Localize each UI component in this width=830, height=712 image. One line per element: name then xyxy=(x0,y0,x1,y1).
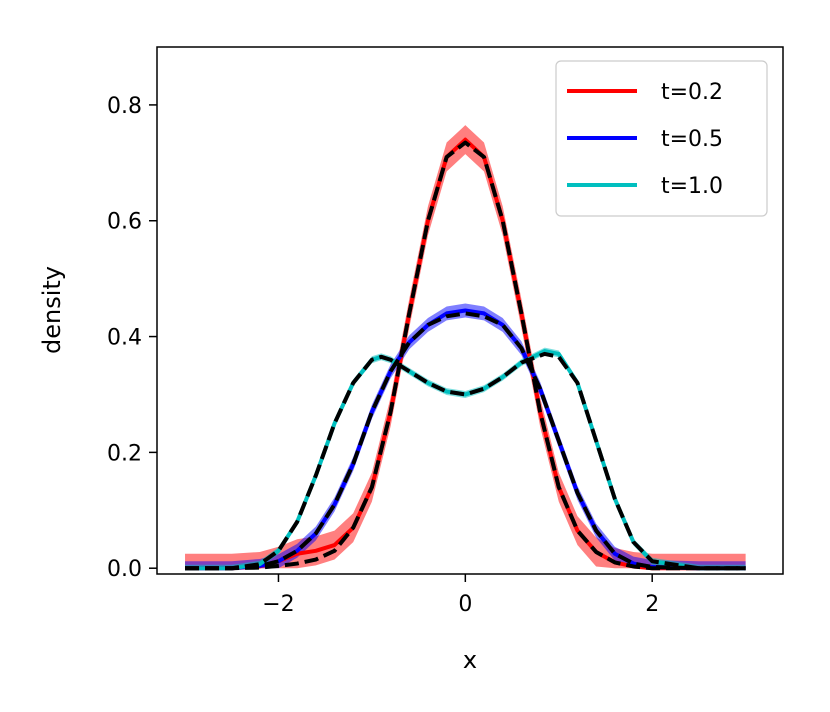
legend-label-t-0-2: t=0.2 xyxy=(661,80,723,105)
reference-dashed-line-5 xyxy=(185,351,746,571)
density-lines xyxy=(185,137,746,571)
y-tick-label: 0.2 xyxy=(107,441,142,466)
x-tick-label: −2 xyxy=(262,592,294,617)
band-t-1-0 xyxy=(185,347,746,569)
y-tick-label: 0.6 xyxy=(107,210,142,235)
y-axis-label: density xyxy=(38,266,66,354)
confidence-bands xyxy=(185,125,746,569)
y-axis-ticks: 0.0 0.2 0.4 0.6 0.8 xyxy=(107,94,157,582)
legend: t=0.2 t=0.5 t=1.0 xyxy=(555,60,768,217)
reference-dashed-line-3 xyxy=(185,140,746,571)
y-tick-label: 0.8 xyxy=(107,94,142,119)
plot-frame xyxy=(156,46,784,575)
y-tick-label: 0.0 xyxy=(107,557,142,582)
x-axis-ticks: −2 0 2 xyxy=(262,574,659,617)
legend-label-t-1-0: t=1.0 xyxy=(661,174,723,199)
x-tick-label: 2 xyxy=(645,592,659,617)
x-tick-label: 0 xyxy=(458,592,472,617)
legend-label-t-0-5: t=0.5 xyxy=(661,127,723,152)
legend-box xyxy=(555,60,768,217)
x-axis-label: x xyxy=(463,646,477,674)
reference-dashed-line-4 xyxy=(185,311,746,571)
y-tick-label: 0.4 xyxy=(107,326,142,351)
